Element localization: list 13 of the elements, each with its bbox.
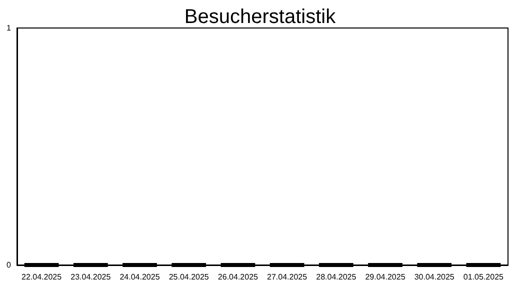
- x-tick-label: 24.04.2025: [120, 272, 160, 282]
- x-tick-label: 25.04.2025: [168, 272, 210, 282]
- y-tick-label: 0: [6, 260, 12, 270]
- chart-title: Besucherstatistik: [184, 6, 337, 28]
- x-tick-label: 28.04.2025: [316, 272, 357, 282]
- x-tick-label: 22.04.2025: [22, 272, 62, 282]
- y-tick-label: 1: [6, 24, 12, 32]
- x-tick-label: 01.05.2025: [463, 272, 504, 282]
- x-tick-label: 23.04.2025: [70, 272, 112, 282]
- x-tick-label: 27.04.2025: [267, 272, 308, 282]
- x-tick-label: 29.04.2025: [365, 272, 406, 282]
- x-tick-label: 30.04.2025: [414, 272, 455, 282]
- x-tick-label: 26.04.2025: [218, 272, 259, 282]
